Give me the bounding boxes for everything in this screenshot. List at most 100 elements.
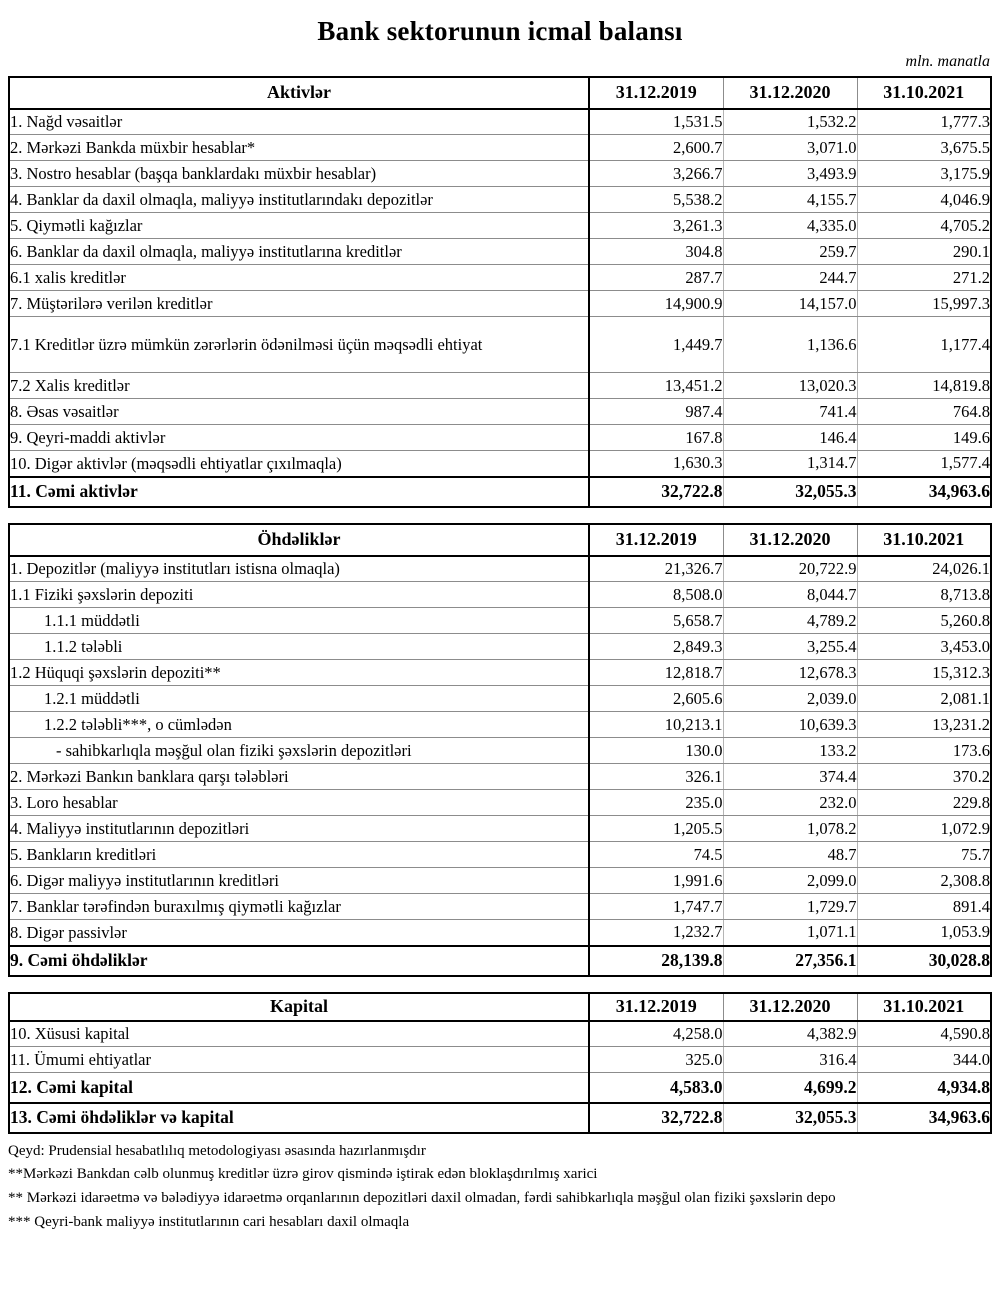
- table-row: 2. Mərkəzi Bankda müxbir hesablar* 2,600.…: [9, 134, 991, 162]
- column-header-date: 31.12.2020: [723, 992, 858, 1022]
- table-row: 1.1 Fiziki şəxslərin depoziti 8,508.0 8,04…: [9, 581, 991, 609]
- row-label: 6. Banklar da daxil olmaqla, maliyyə ins…: [9, 238, 590, 266]
- row-value: 4,590.8: [857, 1020, 991, 1048]
- section-header-title: Öhdəliklər: [9, 523, 590, 557]
- row-value: 14,900.9: [589, 290, 724, 318]
- footnotes-block: Qeyd: Prudensial hesabatlılıq metodologi…: [8, 1134, 992, 1235]
- row-value: 1,747.7: [589, 893, 724, 921]
- row-value: 370.2: [857, 763, 991, 791]
- row-value: 1,577.4: [857, 450, 991, 478]
- row-value: 1,136.6: [723, 316, 858, 374]
- row-label: 8. Əsas vəsaitlər: [9, 398, 590, 426]
- row-value: 1,177.4: [857, 316, 991, 374]
- row-value: 271.2: [857, 264, 991, 292]
- row-label: 7.2 Xalis kreditlər: [9, 372, 590, 400]
- row-value: 374.4: [723, 763, 858, 791]
- column-header-date: 31.12.2019: [589, 76, 724, 110]
- row-value: 1,531.5: [589, 108, 724, 136]
- row-label: 5. Qiymətli kağızlar: [9, 212, 590, 240]
- row-value: 764.8: [857, 398, 991, 426]
- row-value: 24,026.1: [857, 555, 991, 583]
- row-value: 4,699.2: [723, 1072, 858, 1103]
- row-value: 14,157.0: [723, 290, 858, 318]
- table-header-row: Aktivlər 31.12.2019 31.12.2020 31.10.2021: [9, 76, 991, 110]
- row-value: 146.4: [723, 424, 858, 452]
- row-value: 2,600.7: [589, 134, 724, 162]
- row-value: 20,722.9: [723, 555, 858, 583]
- row-value: 8,508.0: [589, 581, 724, 609]
- row-value: 2,849.3: [589, 633, 724, 661]
- row-value: 259.7: [723, 238, 858, 266]
- row-value: 344.0: [857, 1046, 991, 1074]
- row-label: 7. Müştərilərə verilən kreditlər: [9, 290, 590, 318]
- table-row: 11. Ümumi ehtiyatlar 325.0 316.4 344.0: [9, 1046, 991, 1074]
- table-row: 5. Bankların kreditləri 74.5 48.7 75.7: [9, 841, 991, 869]
- row-value: 32,722.8: [589, 1101, 724, 1133]
- column-header-date: 31.10.2021: [857, 992, 991, 1022]
- row-value: 34,963.6: [857, 475, 991, 507]
- row-value: 133.2: [723, 737, 858, 765]
- row-value: 3,071.0: [723, 134, 858, 162]
- row-value: 10,213.1: [589, 711, 724, 739]
- row-label: - sahibkarlıqla məşğul olan fiziki şəxsl…: [9, 737, 590, 765]
- row-value: 34,963.6: [857, 1101, 991, 1133]
- row-value: 232.0: [723, 789, 858, 817]
- row-value: 3,261.3: [589, 212, 724, 240]
- row-value: 4,583.0: [589, 1072, 724, 1103]
- table-row: 4. Banklar da daxil olmaqla, maliyyə ins…: [9, 186, 991, 214]
- row-value: 75.7: [857, 841, 991, 869]
- table-row: 7. Banklar tərəfindən buraxılmış qiymətl…: [9, 893, 991, 921]
- row-label: 13. Cəmi öhdəliklər və kapital: [9, 1101, 590, 1133]
- table-row: 7. Müştərilərə verilən kreditlər 14,900.9…: [9, 290, 991, 318]
- row-value: 28,139.8: [589, 944, 724, 976]
- row-value: 4,258.0: [589, 1020, 724, 1048]
- row-value: 15,997.3: [857, 290, 991, 318]
- table-row: 1.1.1 müddətli 5,658.7 4,789.2 5,260.8: [9, 607, 991, 635]
- table-row: 1. Depozitlər (maliyyə institutları isti…: [9, 555, 991, 583]
- row-label: 1. Nağd vəsaitlər: [9, 108, 590, 136]
- table-separator: [8, 977, 992, 992]
- section-header-title: Aktivlər: [9, 76, 590, 110]
- row-label: 2. Mərkəzi Bankda müxbir hesablar*: [9, 134, 590, 162]
- footnote-line: Qeyd: Prudensial hesabatlılıq metodologi…: [8, 1142, 426, 1159]
- row-value: 3,266.7: [589, 160, 724, 188]
- row-value: 8,713.8: [857, 581, 991, 609]
- row-label: 1.1.1 müddətli: [9, 607, 590, 635]
- row-value: 1,205.5: [589, 815, 724, 843]
- balance-table-1: Aktivlər 31.12.2019 31.12.2020 31.10.2021 1.…: [8, 75, 992, 508]
- row-value: 235.0: [589, 789, 724, 817]
- column-header-date: 31.12.2019: [589, 523, 724, 557]
- row-value: 173.6: [857, 737, 991, 765]
- row-label: 9. Qeyri-maddi aktivlər: [9, 424, 590, 452]
- row-value: 325.0: [589, 1046, 724, 1074]
- balance-table-3: Kapital 31.12.2019 31.12.2020 31.10.2021 10.…: [8, 991, 992, 1134]
- row-value: 4,155.7: [723, 186, 858, 214]
- table-row: 5. Qiymətli kağızlar 3,261.3 4,335.0 4,705.…: [9, 212, 991, 240]
- table-row: 3. Loro hesablar 235.0 232.0 229.8: [9, 789, 991, 817]
- row-value: 12,678.3: [723, 659, 858, 687]
- row-label: 12. Cəmi kapital: [9, 1072, 590, 1103]
- row-value: 287.7: [589, 264, 724, 292]
- row-value: 32,055.3: [723, 1101, 858, 1133]
- column-header-date: 31.10.2021: [857, 76, 991, 110]
- row-label: 7. Banklar tərəfindən buraxılmış qiymətl…: [9, 893, 590, 921]
- row-value: 3,175.9: [857, 160, 991, 188]
- table-row: 10. Digər aktivlər (məqsədli ehtiyatlar …: [9, 450, 991, 478]
- row-value: 290.1: [857, 238, 991, 266]
- table-row: 1. Nağd vəsaitlər 1,531.5 1,532.2 1,777.3: [9, 108, 991, 136]
- table-row: - sahibkarlıqla məşğul olan fiziki şəxsl…: [9, 737, 991, 765]
- row-label: 9. Cəmi öhdəliklər: [9, 944, 590, 976]
- row-value: 4,705.2: [857, 212, 991, 240]
- table-row: 9. Qeyri-maddi aktivlər 167.8 146.4 149.6: [9, 424, 991, 452]
- table-row: 2. Mərkəzi Bankın banklara qarşı tələblə…: [9, 763, 991, 791]
- row-value: 1,532.2: [723, 108, 858, 136]
- row-label: 10. Digər aktivlər (məqsədli ehtiyatlar …: [9, 450, 590, 478]
- row-label: 1.2.1 müddətli: [9, 685, 590, 713]
- row-value: 1,053.9: [857, 919, 991, 947]
- row-label: 5. Bankların kreditləri: [9, 841, 590, 869]
- row-value: 987.4: [589, 398, 724, 426]
- row-value: 3,493.9: [723, 160, 858, 188]
- column-header-date: 31.12.2020: [723, 523, 858, 557]
- row-label: 7.1 Kreditlər üzrə mümkün zərərlərin ödə…: [9, 316, 590, 374]
- table-row: 8. Digər passivlər 1,232.7 1,071.1 1,053.9: [9, 919, 991, 947]
